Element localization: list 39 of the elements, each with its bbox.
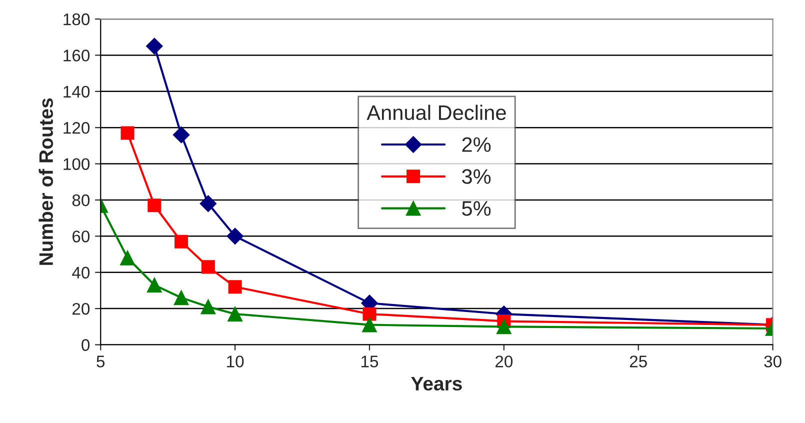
y-tick-label: 100 — [64, 158, 90, 170]
legend-label: 3% — [462, 169, 491, 184]
y-tick-label: 80 — [72, 194, 90, 206]
legend-label: 2% — [462, 137, 491, 152]
point — [200, 299, 216, 314]
legend-title: Annual Decline — [366, 104, 506, 120]
y-axis-title: Number of Routes — [38, 98, 54, 265]
point — [362, 307, 376, 321]
point — [148, 198, 162, 212]
y-tick-label: 20 — [72, 302, 90, 315]
y-tick-label: 40 — [72, 266, 90, 279]
point — [172, 126, 190, 144]
point — [120, 250, 135, 266]
point — [201, 260, 215, 274]
x-tick-label: 15 — [362, 356, 378, 368]
y-tick-label: 140 — [64, 86, 90, 98]
point — [228, 306, 243, 322]
point — [146, 278, 162, 292]
point — [228, 280, 242, 294]
point — [362, 317, 377, 332]
point — [174, 290, 189, 306]
y-tick-label: 0 — [82, 339, 90, 351]
x-tick-label: 25 — [630, 356, 647, 368]
y-tick-label: 180 — [64, 13, 90, 26]
legend-label: 5% — [462, 201, 491, 216]
point — [174, 234, 188, 248]
x-axis-title: Years — [411, 376, 462, 391]
y-tick-label: 160 — [64, 50, 90, 62]
point — [226, 228, 244, 245]
point — [120, 126, 134, 140]
x-tick-label: 30 — [764, 356, 782, 368]
y-tick-label: 120 — [64, 122, 90, 134]
x-tick-label: 10 — [227, 356, 244, 368]
x-tick-label: 5 — [96, 356, 105, 368]
point — [200, 195, 217, 212]
point — [496, 319, 512, 334]
x-tick-label: 20 — [496, 356, 513, 368]
point — [146, 38, 163, 55]
y-tick-label: 60 — [72, 230, 90, 242]
